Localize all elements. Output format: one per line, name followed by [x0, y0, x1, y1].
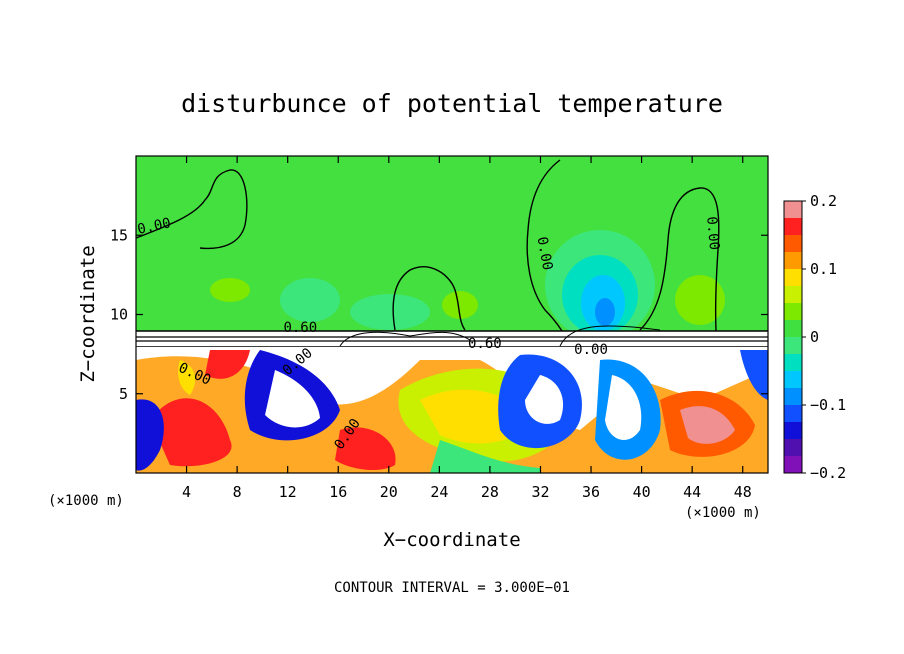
x-axis-label: X−coordinate: [383, 529, 520, 551]
colorbar-tick-label: 0.1: [810, 260, 837, 278]
upper-field-anomalies: [210, 230, 725, 340]
y-axis-label: Z−coordinate: [77, 245, 99, 382]
plot-area: [136, 156, 768, 473]
contour-label: 0.00: [534, 236, 556, 272]
y-tick-label: 10: [110, 306, 128, 324]
colorbar-tick-label: −0.2: [810, 464, 846, 482]
colorbar-swatch: [784, 388, 802, 406]
x-tick-label: 40: [633, 483, 651, 501]
colorbar-tick-label: 0.2: [810, 192, 837, 210]
x-tick-label: 20: [380, 483, 398, 501]
y-tick-label: 15: [110, 226, 128, 244]
x-tick-label: 16: [329, 483, 347, 501]
colorbar-swatch: [784, 218, 802, 236]
colorbar-swatch: [784, 456, 802, 474]
x-tick-label: 28: [481, 483, 499, 501]
colorbar-swatch: [784, 422, 802, 440]
contour-label: 0.00: [703, 216, 722, 251]
colorbar-swatch: [784, 320, 802, 338]
contour-label: 0.60: [468, 336, 502, 352]
contour-labels: 0.000.000.000.600.600.000.000.000.00: [136, 215, 722, 452]
x-tick-label: 12: [279, 483, 297, 501]
colorbar-swatch: [784, 371, 802, 389]
chart-title: disturbunce of potential temperature: [181, 89, 723, 118]
colorbar-tick-label: −0.1: [810, 396, 846, 414]
x-unit-left: (×1000 m): [48, 493, 124, 509]
colorbar-swatch: [784, 201, 802, 219]
colorbar-swatch: [784, 235, 802, 253]
colorbar-tick-label: 0: [810, 328, 819, 346]
interface-band: [136, 331, 768, 347]
contour-interval-note: CONTOUR INTERVAL = 3.000E−01: [334, 580, 570, 596]
colorbar-swatch: [784, 354, 802, 372]
x-tick-label: 8: [233, 483, 242, 501]
colorbar-swatch: [784, 269, 802, 287]
colorbar: 0.2 0.1 0 −0.1 −0.2: [783, 192, 846, 482]
colorbar-swatch: [784, 439, 802, 457]
x-tick-label: 48: [734, 483, 752, 501]
colorbar-swatch: [784, 405, 802, 423]
y-tick-label: 5: [119, 385, 128, 403]
contour-label: 0.00: [136, 215, 172, 238]
colorbar-swatch: [784, 337, 802, 355]
x-axis: 4 8 12 16 20 24 28 32 36 40 44 48: [182, 156, 752, 501]
x-tick-label: 32: [531, 483, 549, 501]
x-tick-label: 36: [582, 483, 600, 501]
contour-label: 0.00: [574, 342, 608, 358]
zero-contours: [136, 159, 720, 332]
x-unit-right: (×1000 m): [685, 505, 761, 521]
lower-field: [136, 347, 768, 473]
x-tick-label: 4: [182, 483, 191, 501]
x-tick-label: 44: [683, 483, 701, 501]
colorbar-swatch: [784, 303, 802, 321]
colorbar-swatch: [784, 286, 802, 304]
contour-label: 0.60: [283, 320, 317, 336]
y-axis: 5 10 15: [110, 226, 768, 403]
colorbar-swatch: [784, 252, 802, 270]
x-tick-label: 24: [430, 483, 448, 501]
